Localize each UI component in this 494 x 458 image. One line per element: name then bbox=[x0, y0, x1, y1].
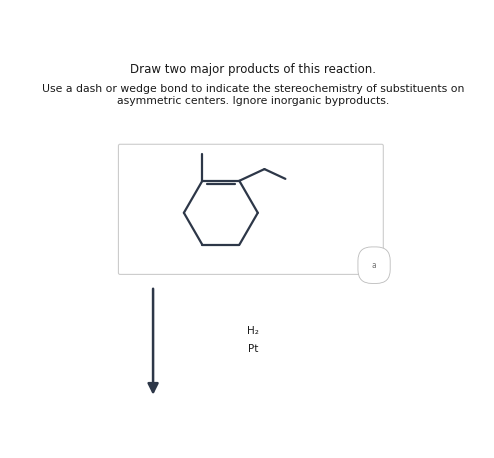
Text: H₂: H₂ bbox=[247, 326, 259, 336]
FancyBboxPatch shape bbox=[119, 144, 383, 274]
Text: Pt: Pt bbox=[248, 344, 258, 354]
Text: Use a dash or wedge bond to indicate the stereochemistry of substituents on: Use a dash or wedge bond to indicate the… bbox=[42, 84, 464, 94]
Text: asymmetric centers. Ignore inorganic byproducts.: asymmetric centers. Ignore inorganic byp… bbox=[117, 96, 389, 106]
Text: a: a bbox=[371, 261, 376, 270]
Text: Draw two major products of this reaction.: Draw two major products of this reaction… bbox=[130, 63, 376, 76]
